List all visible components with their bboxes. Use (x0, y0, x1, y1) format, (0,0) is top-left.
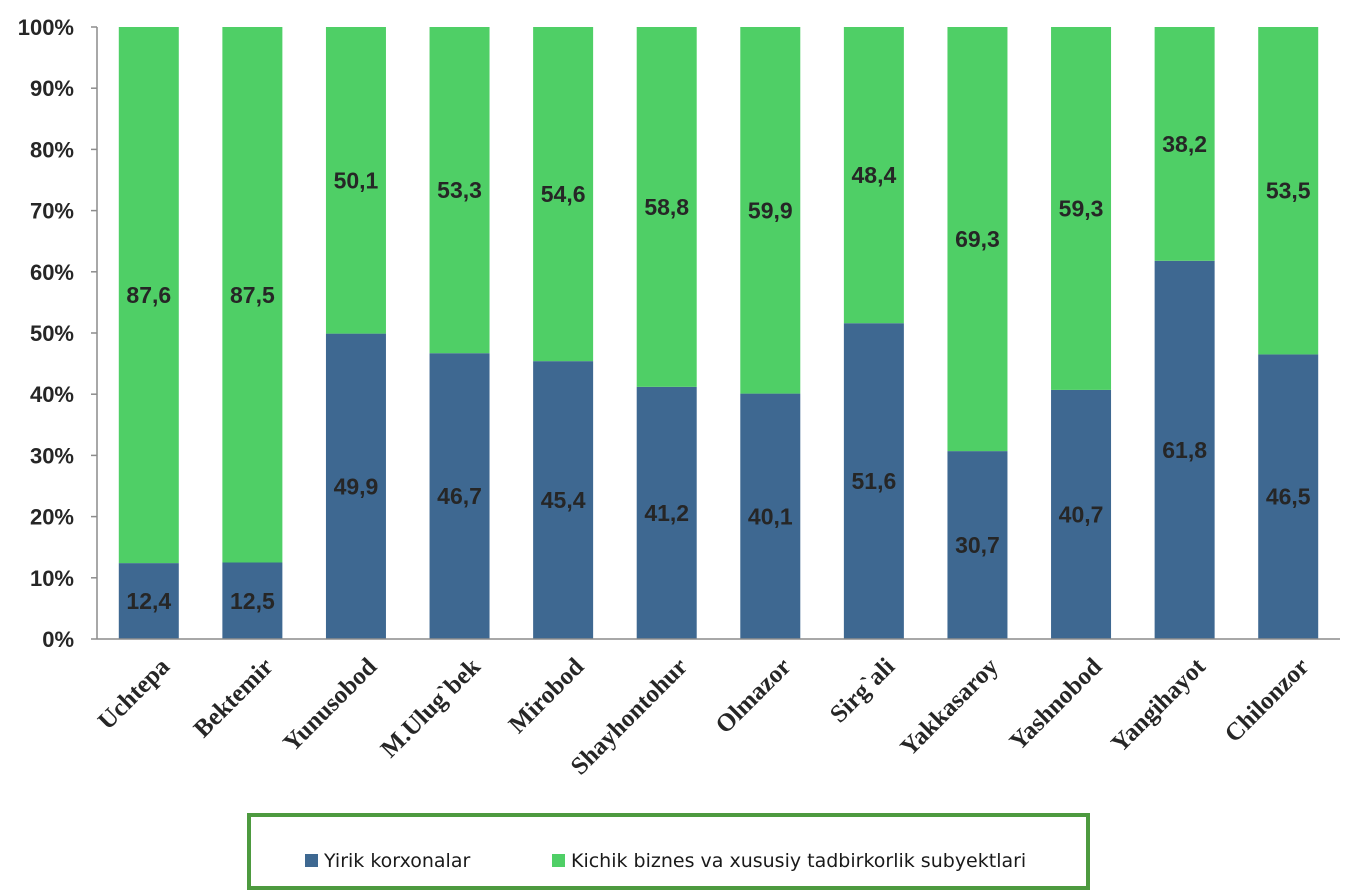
x-tick-label: M.Ulug`bek (376, 653, 486, 763)
y-tick-label: 50% (30, 321, 74, 346)
data-label-yirik-2: 49,9 (334, 473, 379, 499)
data-label-kichik-4: 54,6 (541, 181, 586, 207)
bar-yirik-8 (947, 451, 1008, 639)
bar-yirik-1 (222, 562, 283, 639)
x-tick-label: Bektemir (189, 653, 279, 743)
data-label-kichik-11: 53,5 (1266, 178, 1311, 204)
data-label-yirik-6: 40,1 (748, 503, 793, 529)
data-label-kichik-9: 59,3 (1059, 195, 1104, 221)
bar-kichik-4 (533, 27, 594, 362)
data-label-yirik-3: 46,7 (437, 483, 482, 509)
bar-kichik-3 (429, 27, 490, 354)
bar-yirik-2 (325, 333, 386, 639)
bar-kichik-9 (1051, 27, 1112, 390)
bar-kichik-0 (118, 27, 179, 564)
data-label-yirik-0: 12,4 (126, 588, 171, 614)
data-label-yirik-7: 51,6 (851, 468, 896, 494)
x-tick-label: Uchtepa (93, 653, 175, 735)
x-tick-label: Yashnobod (1005, 653, 1108, 756)
data-label-kichik-10: 38,2 (1162, 131, 1207, 157)
bar-yirik-4 (533, 361, 594, 639)
legend-label-kichik-biznes: Kichik biznes va xususiy tadbirkorlik su… (571, 850, 1026, 872)
data-label-kichik-6: 59,9 (748, 197, 793, 223)
bar-yirik-11 (1258, 354, 1319, 639)
bar-yirik-5 (636, 386, 697, 639)
y-tick-label: 60% (30, 260, 74, 285)
bar-kichik-5 (636, 27, 697, 387)
x-tick-label: Mirobod (504, 653, 590, 739)
y-tick-label: 30% (30, 443, 74, 468)
data-label-kichik-7: 48,4 (851, 162, 896, 188)
y-tick-label: 0% (42, 627, 74, 652)
data-label-yirik-10: 61,8 (1162, 437, 1207, 463)
bar-kichik-11 (1258, 27, 1319, 355)
data-label-kichik-1: 87,5 (230, 282, 275, 308)
data-label-kichik-3: 53,3 (437, 177, 482, 203)
x-tick-label: Yunusobod (278, 653, 382, 757)
x-tick-label: Chilonzor (1220, 653, 1315, 748)
y-tick-label: 10% (30, 566, 74, 591)
bar-kichik-10 (1154, 27, 1215, 261)
bar-yirik-6 (740, 393, 801, 639)
data-label-kichik-5: 58,8 (644, 194, 689, 220)
data-label-yirik-9: 40,7 (1059, 501, 1104, 527)
data-label-yirik-1: 12,5 (230, 588, 275, 614)
legend-box (247, 813, 1090, 890)
data-label-kichik-8: 69,3 (955, 226, 1000, 252)
bar-kichik-7 (843, 27, 904, 324)
legend-label-yirik-korxonalar: Yirik korxonalar (323, 850, 470, 872)
data-label-yirik-4: 45,4 (541, 487, 586, 513)
bar-yirik-7 (843, 323, 904, 639)
y-tick-label: 40% (30, 382, 74, 407)
legend-swatch-kichik-biznes (552, 854, 565, 867)
legend-swatch-yirik-korxonalar (305, 854, 318, 867)
data-label-kichik-0: 87,6 (126, 282, 171, 308)
x-tick-label: Sirg`ali (825, 653, 900, 728)
y-tick-label: 90% (30, 76, 74, 101)
data-label-yirik-8: 30,7 (955, 532, 1000, 558)
bar-yirik-0 (118, 563, 179, 639)
bar-yirik-3 (429, 353, 490, 639)
bar-kichik-2 (325, 27, 386, 334)
y-tick-label: 100% (18, 15, 74, 40)
y-tick-label: 80% (30, 137, 74, 162)
x-tick-label: Yakkasaroy (896, 653, 1005, 762)
y-tick-label: 20% (30, 505, 74, 530)
x-tick-label: Yangihayot (1106, 653, 1211, 758)
plot-area: 12,4 87,6 12,5 87,5 49,9 50,1 46,7 53,3 45,4 54,6… (118, 27, 1319, 639)
bar-kichik-1 (222, 27, 283, 563)
data-label-yirik-11: 46,5 (1266, 484, 1311, 510)
bar-yirik-10 (1154, 260, 1215, 639)
data-label-yirik-5: 41,2 (644, 500, 689, 526)
bar-kichik-8 (947, 27, 1008, 452)
bar-kichik-6 (740, 27, 801, 394)
data-label-kichik-2: 50,1 (334, 167, 379, 193)
x-tick-label: Olmazor (711, 653, 797, 739)
y-tick-label: 70% (30, 199, 74, 224)
legend: Yirik korxonalar Kichik biznes va xususi… (247, 813, 1090, 890)
bar-yirik-9 (1051, 389, 1112, 639)
y-axis: 0% 10% 20% 30% 40% 50% 60% 70% 80% 90% 100% (18, 15, 98, 652)
